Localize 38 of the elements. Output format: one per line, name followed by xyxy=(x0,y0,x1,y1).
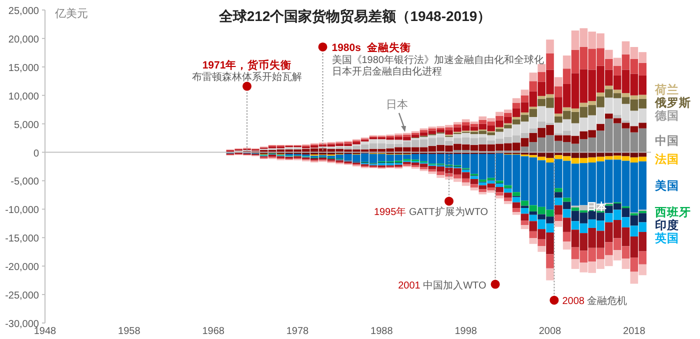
y-axis-title: 亿美元 xyxy=(54,7,88,20)
y-tick-label: -15,000 xyxy=(5,234,40,245)
series-label: 英国 xyxy=(654,231,679,246)
annotation: 2008 金融危机 xyxy=(562,295,628,308)
series-label: 西班牙 xyxy=(654,205,691,220)
y-tick-label: 5,000 xyxy=(14,120,40,131)
series-label: 法国 xyxy=(654,152,679,166)
y-tick-label: -10,000 xyxy=(5,205,40,216)
annotation: 1995年 GATT扩展为WTO xyxy=(374,206,488,218)
x-tick-label: 1968 xyxy=(202,326,225,337)
series-label: 美国 xyxy=(654,178,679,193)
x-tick-label: 2008 xyxy=(538,326,562,337)
series-label: 荷兰 xyxy=(654,82,679,97)
series-label: 中国 xyxy=(655,133,679,148)
x-tick-label: 2018 xyxy=(623,326,646,337)
y-tick-label: -25,000 xyxy=(5,290,40,302)
chart-title: 全球212个国家货物贸易差额（1948-2019） xyxy=(218,8,492,24)
annotation: 美国《1980年银行法》加速金融自由化和全球化 xyxy=(332,54,544,66)
y-tick-label: 20,000 xyxy=(8,34,40,46)
y-tick-label: 0 xyxy=(33,148,40,160)
series-label: 印度 xyxy=(655,218,679,232)
y-tick-label: 15,000 xyxy=(8,62,40,74)
y-tick-label: -20,000 xyxy=(5,262,40,274)
x-tick-label: 1988 xyxy=(370,326,394,337)
annotation: 日本 xyxy=(386,98,408,111)
annotation: 1980s 金融失衡 xyxy=(332,40,411,54)
y-tick-label: -5,000 xyxy=(10,176,40,188)
series-label: 德国 xyxy=(654,110,679,123)
annotation: 日本开启金融自由化进程 xyxy=(332,65,442,78)
annotation: 2001 中国加入WTO xyxy=(398,279,486,292)
x-tick-label: 1958 xyxy=(118,326,141,337)
x-tick-label: 1998 xyxy=(454,326,478,337)
y-tick-label: 25,000 xyxy=(8,6,40,17)
x-tick-label: 1978 xyxy=(286,326,310,337)
annotation: 1971年，货币失衡 xyxy=(202,58,292,72)
y-tick-label: 10,000 xyxy=(8,91,40,102)
annotation: 布雷顿森林体系开始瓦解 xyxy=(192,70,302,83)
series-label: 俄罗斯 xyxy=(654,96,691,110)
